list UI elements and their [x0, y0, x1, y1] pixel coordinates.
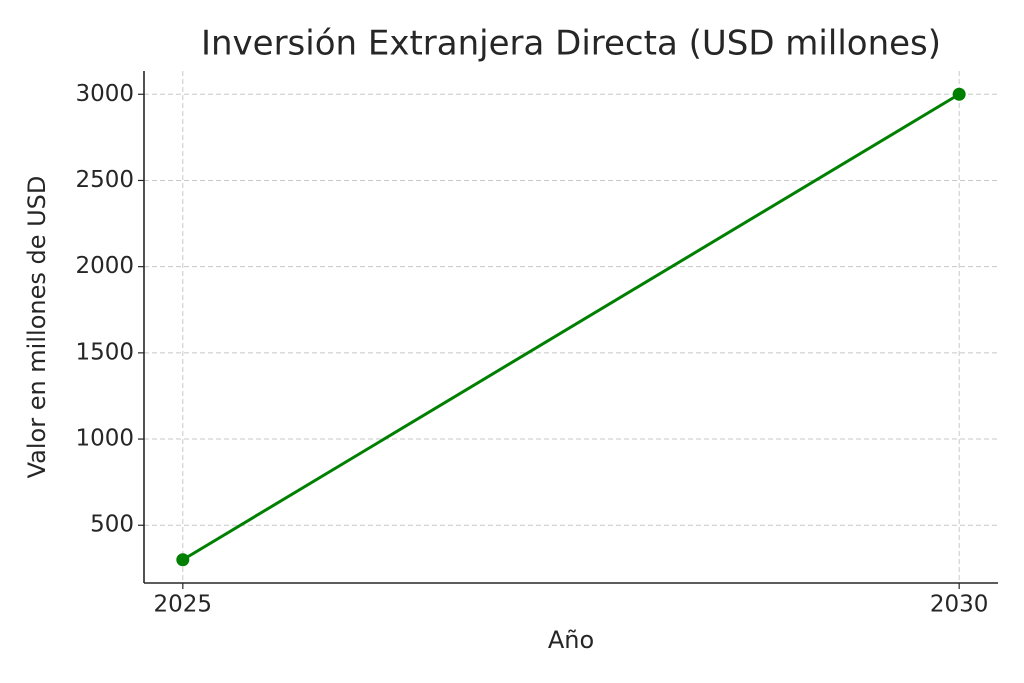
y-tick-label: 1500	[75, 339, 134, 365]
y-axis-label: Valor en millones de USD	[23, 176, 51, 479]
y-tick-label: 500	[90, 512, 134, 538]
marker	[176, 553, 190, 567]
line	[182, 92, 960, 562]
x-axis-label: Año	[548, 626, 594, 654]
y-tick-label: 3000	[75, 81, 134, 107]
x-tick-label: 2030	[930, 592, 989, 618]
chart-title: Inversión Extranjera Directa (USD millon…	[201, 24, 941, 64]
x-tick-label: 2025	[154, 592, 213, 618]
y-tick-label: 2500	[75, 167, 134, 193]
y-tick-label: 1000	[75, 426, 134, 452]
marker	[952, 87, 966, 101]
y-tick-label: 2000	[75, 253, 134, 279]
